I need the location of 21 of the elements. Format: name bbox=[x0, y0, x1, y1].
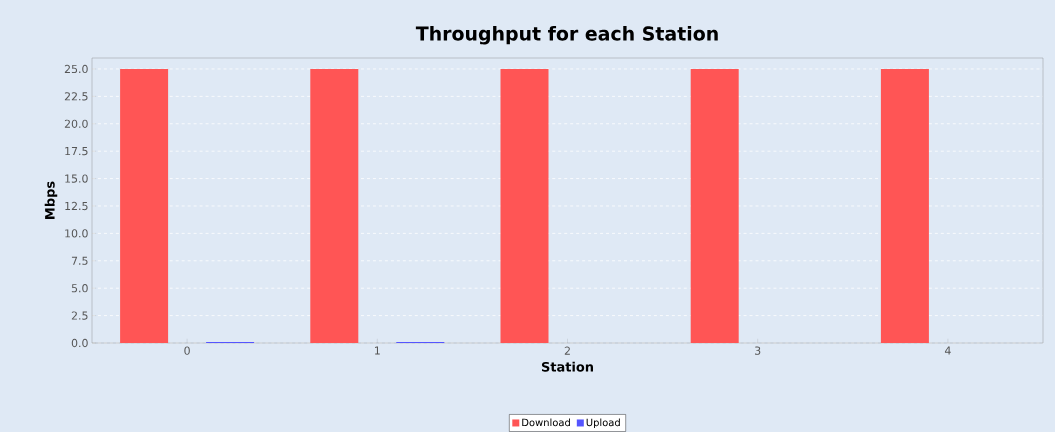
x-tick-label: 1 bbox=[375, 346, 380, 355]
x-tick-label: 2 bbox=[564, 346, 570, 355]
legend-label: Upload bbox=[586, 418, 620, 429]
x-axis-title: Station bbox=[541, 361, 593, 372]
y-tick-label: 7.5 bbox=[71, 256, 88, 265]
y-tick-label: 10.0 bbox=[65, 229, 88, 238]
legend-label: Download bbox=[522, 418, 570, 427]
y-tick-label: 17.5 bbox=[65, 147, 88, 156]
y-axis-title: Mbps bbox=[44, 181, 58, 219]
y-tick-label: 0.0 bbox=[71, 338, 88, 348]
y-tick-label: 12.5 bbox=[65, 201, 88, 211]
y-tick-label: 5.0 bbox=[71, 284, 88, 293]
y-tick-label: 15.0 bbox=[65, 174, 88, 183]
y-tick-label: 20.0 bbox=[64, 119, 88, 128]
chart-title: Throughput for each Station bbox=[415, 26, 718, 45]
x-tick-label: 4 bbox=[944, 346, 951, 355]
y-tick-label: 22.5 bbox=[64, 92, 88, 101]
y-tick-label: 2.5 bbox=[71, 311, 88, 320]
y-tick-label: 25.0 bbox=[64, 64, 88, 74]
x-tick-label: 3 bbox=[755, 346, 761, 355]
x-tick-label: 0 bbox=[184, 346, 190, 355]
